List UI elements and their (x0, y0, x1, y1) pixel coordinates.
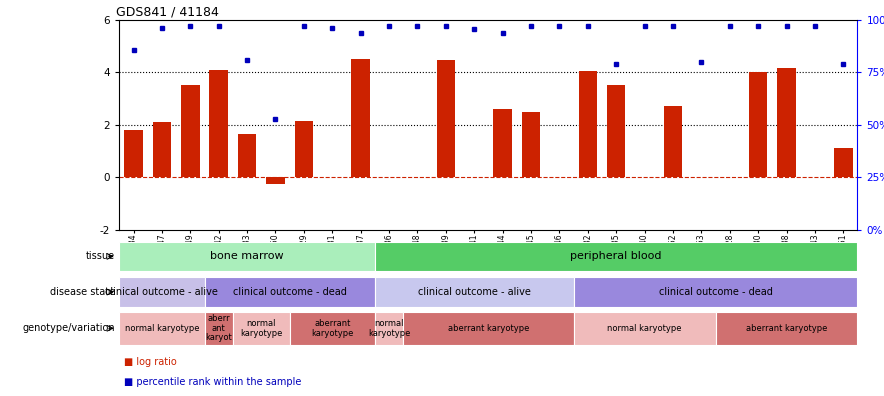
Bar (664, 107, 682, 177)
Text: aberrant
karyotype: aberrant karyotype (311, 319, 354, 338)
Bar (375, 277, 574, 307)
Bar (375, 312, 403, 345)
Text: normal
karyotype: normal karyotype (368, 319, 410, 338)
Bar (119, 277, 204, 307)
Bar (238, 134, 256, 177)
Bar (834, 148, 852, 177)
Bar (493, 109, 512, 177)
Text: aberrant karyotype: aberrant karyotype (447, 324, 530, 333)
Bar (574, 312, 715, 345)
Bar (375, 242, 857, 271)
Text: GDS841 / 41184: GDS841 / 41184 (116, 6, 218, 19)
Bar (522, 112, 540, 177)
Bar (153, 122, 171, 177)
Text: normal
karyotype: normal karyotype (240, 319, 283, 338)
Text: ■ log ratio: ■ log ratio (124, 357, 177, 367)
Text: peripheral blood: peripheral blood (570, 251, 662, 261)
Bar (607, 86, 625, 177)
Text: aberrant karyotype: aberrant karyotype (746, 324, 827, 333)
Bar (290, 312, 375, 345)
Bar (266, 177, 285, 184)
Bar (204, 277, 375, 307)
Bar (181, 86, 200, 177)
Bar (210, 70, 228, 177)
Bar (749, 72, 767, 177)
Bar (403, 312, 574, 345)
Text: aberr
ant
karyot: aberr ant karyot (205, 314, 232, 343)
Bar (119, 312, 204, 345)
Bar (578, 71, 597, 177)
Bar (294, 121, 313, 177)
Bar (232, 312, 290, 345)
Text: tissue: tissue (86, 251, 115, 261)
Bar (119, 242, 375, 271)
Bar (352, 59, 370, 177)
Text: normal karyotype: normal karyotype (607, 324, 682, 333)
Text: ■ percentile rank within the sample: ■ percentile rank within the sample (124, 377, 301, 387)
Text: normal karyotype: normal karyotype (125, 324, 199, 333)
Bar (715, 312, 857, 345)
Text: clinical outcome - alive: clinical outcome - alive (105, 287, 218, 297)
Text: disease state: disease state (50, 287, 115, 297)
Text: clinical outcome - dead: clinical outcome - dead (232, 287, 347, 297)
Bar (777, 69, 796, 177)
Text: bone marrow: bone marrow (210, 251, 284, 261)
Bar (125, 130, 142, 177)
Bar (437, 61, 455, 177)
Text: genotype/variation: genotype/variation (22, 323, 115, 333)
Text: clinical outcome - alive: clinical outcome - alive (418, 287, 530, 297)
Bar (204, 312, 232, 345)
Bar (574, 277, 857, 307)
Text: clinical outcome - dead: clinical outcome - dead (659, 287, 773, 297)
